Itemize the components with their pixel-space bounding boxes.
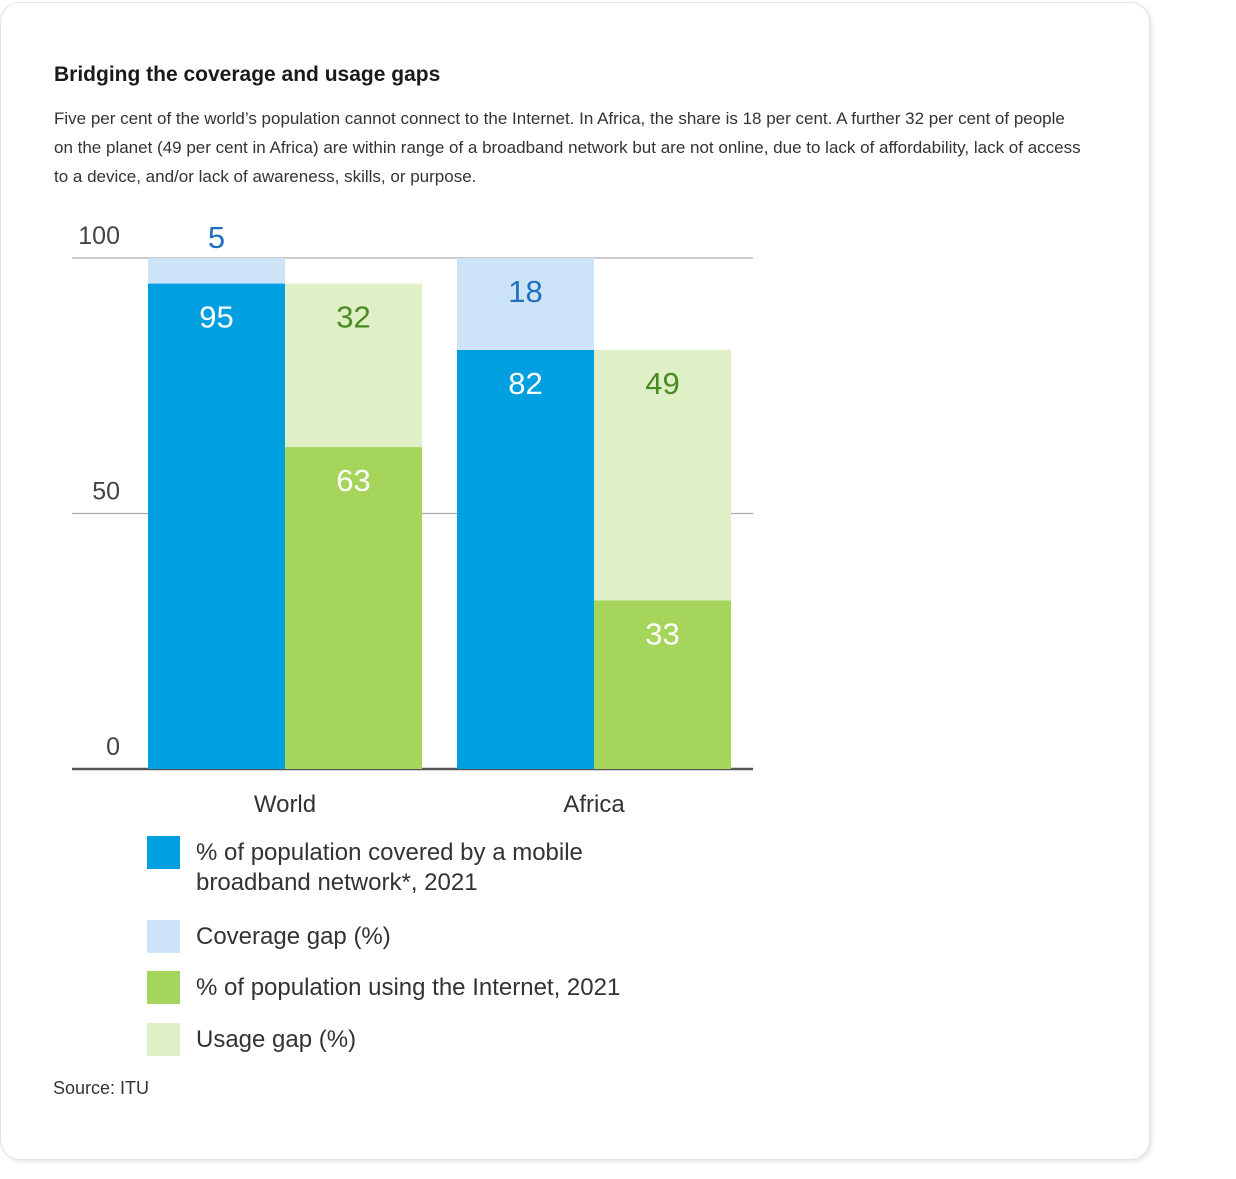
bar-world-coverage-gap (148, 258, 285, 284)
bar-africa-coverage (457, 349, 594, 769)
data-label-world-coverage: 95 (199, 300, 233, 335)
y-tick-label-50: 50 (92, 478, 120, 506)
y-tick-label-0: 0 (106, 733, 120, 761)
legend-label-usage: % of population using the Internet, 2021 (196, 974, 621, 1001)
stacked-bar-chart: 0 50 100 95 5 63 32 World 82 18 33 49 Africa (72, 220, 753, 818)
legend-label-coverage-gap: Coverage gap (%) (196, 923, 391, 950)
bar-africa-usage (594, 600, 731, 769)
data-label-world-usage-gap: 32 (336, 300, 370, 335)
legend-swatch-usage (147, 971, 180, 1004)
chart-subtitle: Five per cent of the world’s population … (54, 109, 1081, 186)
bar-africa-coverage-gap (457, 258, 594, 350)
legend-swatch-coverage (147, 836, 180, 869)
source-note: Source: ITU (53, 1078, 150, 1098)
bar-africa-usage-gap (594, 349, 731, 601)
data-label-africa-coverage-gap: 18 (508, 274, 542, 309)
category-label-world: World (254, 791, 316, 818)
bar-world-usage (285, 447, 422, 769)
data-label-world-usage: 63 (336, 463, 370, 498)
data-label-africa-usage: 33 (645, 616, 679, 651)
legend-label-usage-gap: Usage gap (%) (196, 1026, 357, 1053)
data-label-africa-usage-gap: 49 (645, 366, 679, 401)
data-label-africa-coverage: 82 (508, 366, 542, 401)
y-tick-label-100: 100 (78, 222, 120, 250)
bar-world-coverage (148, 283, 285, 769)
data-label-world-coverage-gap: 5 (208, 220, 225, 255)
legend-swatch-usage-gap (147, 1023, 180, 1056)
legend-label-coverage: % of population covered by a mobile broa… (196, 839, 583, 896)
bar-world-usage-gap (285, 283, 422, 448)
chart-title: Bridging the coverage and usage gaps (54, 63, 441, 86)
category-label-africa: Africa (563, 791, 625, 818)
legend-swatch-coverage-gap (147, 920, 180, 953)
